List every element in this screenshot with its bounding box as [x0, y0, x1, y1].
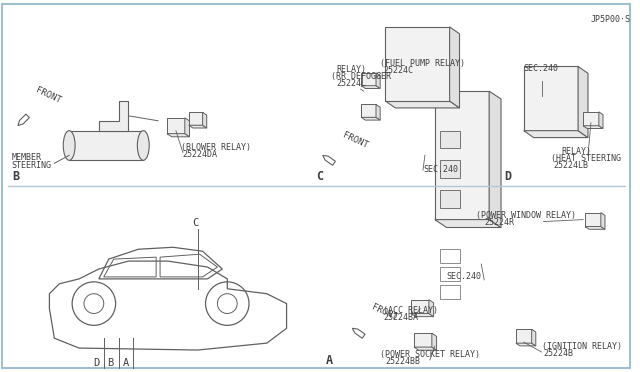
Text: (BLOWER RELAY): (BLOWER RELAY) [181, 144, 251, 153]
Polygon shape [189, 112, 203, 125]
Text: A: A [122, 358, 129, 368]
Bar [440, 190, 460, 208]
Polygon shape [323, 155, 335, 165]
Text: (RR DEFOGGER: (RR DEFOGGER [331, 72, 391, 81]
Text: (POWER SOCKET RELAY): (POWER SOCKET RELAY) [380, 350, 481, 359]
Polygon shape [435, 219, 501, 228]
Text: 25224BA: 25224BA [383, 313, 419, 323]
Bar [440, 160, 460, 178]
Polygon shape [489, 91, 501, 228]
Polygon shape [411, 299, 429, 314]
Polygon shape [361, 86, 380, 89]
Text: SEC.240: SEC.240 [524, 64, 559, 73]
Text: STEERING: STEERING [12, 161, 52, 170]
Polygon shape [361, 73, 376, 86]
Text: D: D [93, 358, 100, 368]
Bar [440, 267, 460, 281]
Polygon shape [532, 329, 536, 346]
Ellipse shape [138, 131, 149, 160]
Bar [440, 249, 460, 263]
Text: JP5P00·S: JP5P00·S [591, 15, 631, 24]
Text: 25224DA: 25224DA [183, 150, 218, 159]
Text: RELAY): RELAY) [561, 147, 591, 156]
Polygon shape [376, 105, 380, 120]
Text: A: A [326, 354, 333, 367]
Text: (FUEL PUMP RELAY): (FUEL PUMP RELAY) [380, 60, 465, 68]
Text: FRONT: FRONT [371, 303, 399, 323]
Bar [440, 131, 460, 148]
Text: C: C [193, 218, 199, 228]
Text: C: C [316, 170, 323, 183]
Polygon shape [524, 131, 588, 138]
Polygon shape [414, 333, 432, 347]
Text: (IGNITION RELAY): (IGNITION RELAY) [541, 342, 621, 351]
Polygon shape [99, 101, 129, 131]
Text: B: B [12, 170, 19, 183]
Polygon shape [385, 27, 450, 101]
Text: RELAY): RELAY) [336, 65, 366, 74]
Text: 25224B: 25224B [543, 349, 573, 358]
Text: FRONT: FRONT [341, 131, 369, 150]
Text: MEMBER: MEMBER [12, 153, 42, 162]
Polygon shape [585, 227, 605, 229]
Polygon shape [516, 343, 536, 346]
Polygon shape [435, 91, 489, 219]
Polygon shape [361, 105, 376, 117]
Polygon shape [69, 131, 143, 160]
Polygon shape [578, 67, 588, 138]
Polygon shape [516, 329, 532, 343]
Text: (ACC RELAY): (ACC RELAY) [383, 307, 438, 315]
Text: (HEAT STEERING: (HEAT STEERING [552, 154, 621, 163]
Text: 25224LB: 25224LB [554, 161, 588, 170]
Text: 25224L: 25224L [336, 79, 366, 88]
Polygon shape [167, 134, 189, 137]
Polygon shape [583, 126, 603, 128]
Text: 25224C: 25224C [383, 66, 413, 76]
Text: FRONT: FRONT [35, 86, 63, 105]
Polygon shape [585, 213, 601, 227]
Polygon shape [376, 73, 380, 89]
Text: D: D [504, 170, 511, 183]
Polygon shape [361, 117, 380, 120]
Polygon shape [432, 333, 436, 350]
Text: B: B [108, 358, 114, 368]
Text: SEC.240: SEC.240 [423, 165, 458, 174]
Polygon shape [185, 118, 189, 137]
Polygon shape [583, 112, 599, 126]
Polygon shape [411, 314, 434, 317]
Ellipse shape [63, 131, 75, 160]
Polygon shape [189, 125, 207, 128]
Polygon shape [429, 299, 434, 317]
Polygon shape [524, 67, 578, 131]
Polygon shape [599, 112, 603, 128]
Polygon shape [167, 118, 185, 134]
Text: 25224R: 25224R [484, 218, 514, 227]
Bar [440, 285, 460, 299]
Polygon shape [385, 101, 460, 108]
Polygon shape [18, 114, 29, 126]
Polygon shape [601, 213, 605, 229]
Text: 25224BB: 25224BB [385, 357, 420, 366]
Polygon shape [450, 27, 460, 108]
Polygon shape [203, 112, 207, 128]
Polygon shape [353, 328, 365, 338]
Polygon shape [414, 347, 436, 350]
Text: SEC.240: SEC.240 [447, 272, 482, 281]
Text: (POWER WINDOW RELAY): (POWER WINDOW RELAY) [476, 211, 576, 219]
